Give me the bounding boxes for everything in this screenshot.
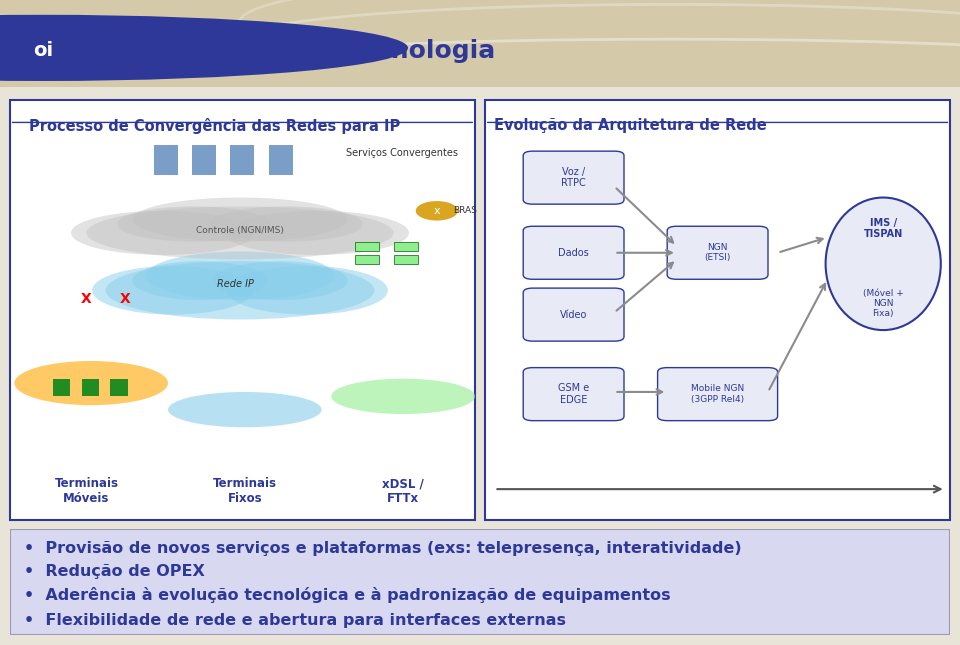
Text: (Móvel +
NGN
Fixa): (Móvel + NGN Fixa) (863, 289, 903, 319)
Ellipse shape (213, 261, 348, 300)
Text: GSM e
EDGE: GSM e EDGE (558, 383, 589, 405)
Ellipse shape (92, 266, 253, 315)
Ellipse shape (331, 379, 475, 414)
Text: Voz /
RTPC: Voz / RTPC (562, 167, 586, 188)
Text: Terminais
Fixos: Terminais Fixos (213, 477, 276, 505)
FancyBboxPatch shape (667, 226, 768, 279)
Text: Convergência - Tecnologia: Convergência - Tecnologia (125, 38, 495, 63)
Bar (355, 242, 379, 250)
Circle shape (416, 201, 458, 221)
Bar (269, 144, 293, 175)
FancyBboxPatch shape (523, 151, 624, 204)
Ellipse shape (209, 206, 363, 242)
Bar (355, 255, 379, 264)
Text: •  Flexibilidade de rede e abertura para interfaces externas: • Flexibilidade de rede e abertura para … (24, 613, 565, 628)
Text: Serviços Convergentes: Serviços Convergentes (346, 148, 458, 159)
Text: Evolução da Arquitetura de Rede: Evolução da Arquitetura de Rede (494, 118, 767, 133)
Text: NGN
(ETSI): NGN (ETSI) (705, 243, 731, 263)
Ellipse shape (86, 206, 394, 259)
Circle shape (0, 15, 408, 81)
Bar (82, 379, 99, 396)
Text: Terminais
Móveis: Terminais Móveis (55, 477, 118, 505)
Text: Dados: Dados (558, 248, 589, 258)
Text: BRAS: BRAS (453, 206, 477, 215)
FancyBboxPatch shape (485, 101, 950, 520)
Ellipse shape (71, 211, 255, 255)
Ellipse shape (117, 206, 271, 242)
FancyBboxPatch shape (523, 226, 624, 279)
Text: •  Provisão de novos serviços e plataformas (exs: telepresença, interatividade): • Provisão de novos serviços e plataform… (24, 541, 741, 555)
Ellipse shape (132, 261, 267, 300)
FancyBboxPatch shape (10, 529, 950, 635)
Ellipse shape (14, 361, 168, 405)
FancyBboxPatch shape (523, 288, 624, 341)
Ellipse shape (225, 211, 409, 255)
Ellipse shape (132, 197, 348, 242)
Text: X: X (119, 292, 131, 306)
Ellipse shape (826, 197, 941, 330)
Text: •  Redução de OPEX: • Redução de OPEX (24, 564, 204, 579)
Text: Processo de Convergência das Redes para IP: Processo de Convergência das Redes para … (29, 118, 400, 134)
FancyBboxPatch shape (658, 368, 778, 421)
Bar (53, 379, 70, 396)
Text: Vídeo: Vídeo (560, 310, 588, 320)
FancyBboxPatch shape (10, 101, 475, 520)
Text: oi: oi (34, 41, 53, 60)
Bar (192, 144, 216, 175)
Text: Rede IP: Rede IP (217, 279, 253, 289)
Ellipse shape (106, 261, 374, 319)
Ellipse shape (227, 266, 388, 315)
Bar (154, 144, 178, 175)
Bar (230, 144, 254, 175)
Bar (394, 242, 418, 250)
Ellipse shape (168, 392, 322, 427)
FancyBboxPatch shape (523, 368, 624, 421)
Text: •  Aderência à evolução tecnológica e à padronização de equipamentos: • Aderência à evolução tecnológica e à p… (24, 587, 670, 603)
Text: Mobile NGN
(3GPP Rel4): Mobile NGN (3GPP Rel4) (691, 384, 744, 404)
Text: xDSL /
FTTx: xDSL / FTTx (382, 477, 424, 505)
Text: x: x (434, 206, 440, 216)
Text: IMS /
TISPAN: IMS / TISPAN (864, 217, 902, 239)
Text: X: X (81, 292, 92, 306)
Bar (394, 255, 418, 264)
Text: Controle (NGN/IMS): Controle (NGN/IMS) (196, 226, 284, 235)
Bar (110, 379, 128, 396)
Ellipse shape (146, 252, 334, 300)
